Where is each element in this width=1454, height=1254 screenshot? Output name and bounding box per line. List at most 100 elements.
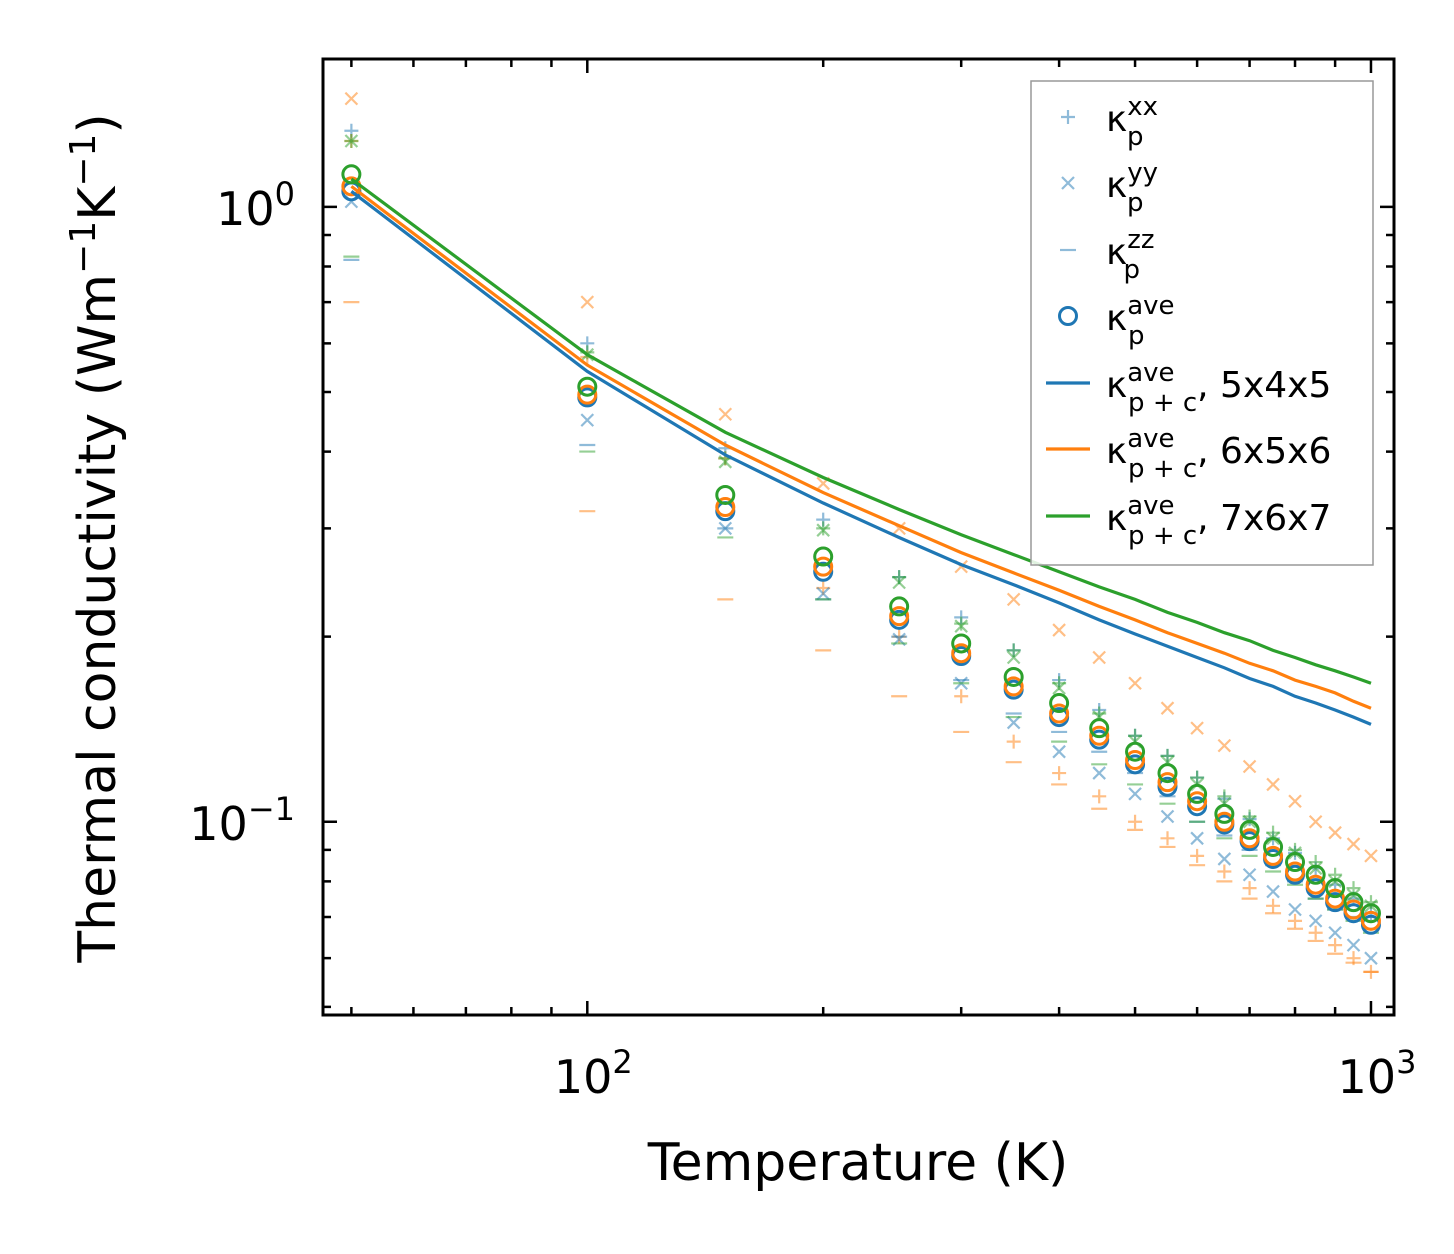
data-point-7x6x7-circle-3 — [813, 546, 834, 567]
data-point-6x5x6-plus-15 — [1288, 913, 1303, 928]
data-point-6x5x6-circle-15 — [1285, 861, 1306, 882]
data-point-6x5x6-plus-13 — [1242, 881, 1257, 896]
data-point-7x6x7-circle-9 — [1125, 741, 1146, 762]
data-point-7x6x7-x-3 — [816, 523, 830, 537]
data-point-7x6x7-circle-4 — [889, 596, 910, 617]
data-point-6x5x6-circle-1 — [577, 384, 598, 405]
data-point-6x5x6-plus-6 — [1006, 734, 1021, 749]
data-point-7x6x7-circle-17 — [1325, 878, 1346, 899]
legend-item-0: κxx p — [1061, 92, 1158, 152]
legend-label-1: κyy p — [1106, 158, 1158, 218]
data-point-7x6x7-circle-5 — [951, 633, 972, 654]
legend-label-4: κave p + c, 5x4x5 — [1106, 358, 1331, 418]
legend-kappa: κ — [1106, 431, 1127, 472]
y-tick-label-0: 100 — [216, 175, 295, 236]
data-point-7x6x7-circle-12 — [1214, 803, 1235, 824]
data-point-6x5x6-x-13 — [1242, 759, 1257, 774]
legend-superscript: ave — [1127, 424, 1174, 454]
data-point-7x6x7-circle-10 — [1157, 763, 1178, 784]
data-point-5x4x5-x-12 — [1217, 852, 1232, 866]
data-point-7x6x7-circle-13 — [1239, 819, 1260, 840]
legend-marker-circle — [1058, 306, 1078, 326]
legend-mesh-label: , 5x4x5 — [1197, 365, 1331, 406]
data-point-5x4x5-x-9 — [1128, 787, 1142, 801]
data-point-5x4x5-x-17 — [1328, 925, 1342, 940]
x-axis-label: Temperature (K) — [647, 1133, 1069, 1193]
data-point-6x5x6-x-17 — [1328, 825, 1342, 840]
data-point-6x5x6-plus-7 — [1052, 766, 1067, 781]
data-point-7x6x7-circle-0 — [341, 164, 362, 185]
plot-area — [341, 91, 1381, 979]
data-point-6x5x6-x-19 — [1364, 849, 1378, 863]
x-tick-label-exponent: 3 — [1396, 1043, 1416, 1081]
legend-superscript: yy — [1127, 158, 1158, 188]
data-point-7x6x7-x-17 — [1328, 874, 1342, 889]
data-point-6x5x6-circle-7 — [1049, 703, 1070, 724]
legend-subscript: p + c — [1128, 388, 1197, 418]
legend-label-0: κxx p — [1106, 92, 1158, 152]
data-point-6x5x6-x-12 — [1217, 738, 1232, 753]
series-line-5x4x5-line — [350, 190, 1372, 726]
data-point-6x5x6-circle-10 — [1157, 772, 1178, 793]
data-point-6x5x6-x-15 — [1288, 794, 1302, 808]
y-axis-label-main: Thermal conductivity (Wm — [68, 274, 128, 964]
data-point-7x6x7-x-7 — [1052, 681, 1066, 695]
legend-kappa: κ — [1106, 232, 1127, 273]
y-tick-label-1: 10−1 — [189, 790, 295, 851]
legend-superscript: xx — [1127, 92, 1158, 122]
data-point-7x6x7-circle-19 — [1360, 903, 1381, 924]
data-point-6x5x6-plus-8 — [1092, 789, 1107, 804]
data-point-6x5x6-circle-14 — [1263, 845, 1284, 866]
legend-mesh-label: , 6x5x6 — [1197, 431, 1331, 472]
data-point-7x6x7-plus-10 — [1160, 748, 1175, 763]
data-point-6x5x6-x-6 — [1006, 592, 1021, 607]
data-point-6x5x6-plus-9 — [1128, 814, 1143, 829]
data-point-7x6x7-x-16 — [1308, 861, 1323, 876]
data-point-7x6x7-circle-11 — [1187, 783, 1208, 804]
data-point-6x5x6-x-18 — [1346, 837, 1361, 851]
legend-kappa: κ — [1106, 99, 1127, 140]
data-point-5x4x5-x-14 — [1266, 884, 1280, 899]
legend-superscript: ave — [1127, 358, 1174, 388]
y-tick-label-base: 10 — [216, 182, 275, 236]
data-point-6x5x6-plus-16 — [1308, 925, 1323, 940]
data-point-7x6x7-circle-18 — [1343, 892, 1364, 913]
data-point-6x5x6-circle-6 — [1003, 676, 1024, 697]
legend-superscript: ave — [1127, 491, 1174, 521]
legend-subscript: p — [1127, 188, 1144, 218]
data-point-6x5x6-circle-12 — [1214, 811, 1235, 832]
data-point-6x5x6-circle-13 — [1239, 828, 1260, 849]
data-point-5x4x5-x-16 — [1308, 914, 1323, 928]
y-axis-label: Thermal conductivity (Wm−1K−1) — [63, 113, 128, 963]
legend-kappa: κ — [1106, 365, 1127, 406]
legend-superscript: zz — [1127, 225, 1154, 255]
data-point-6x5x6-x-0 — [344, 91, 359, 106]
data-point-5x4x5-x-8 — [1092, 766, 1106, 780]
legend-subscript: p + c — [1128, 454, 1197, 484]
data-point-6x5x6-circle-3 — [813, 556, 834, 577]
x-tick-label-base: 10 — [554, 1050, 613, 1104]
data-point-6x5x6-plus-12 — [1217, 864, 1232, 879]
data-point-6x5x6-x-1 — [580, 295, 595, 309]
data-point-6x5x6-plus-5 — [954, 689, 969, 704]
x-tick-label-exponent: 2 — [612, 1043, 632, 1081]
legend-kappa: κ — [1106, 298, 1127, 339]
data-point-5x4x5-x-6 — [1006, 715, 1021, 730]
data-point-7x6x7-circle-16 — [1305, 864, 1326, 885]
data-point-7x6x7-circle-15 — [1285, 852, 1306, 873]
legend-subscript: p — [1124, 255, 1141, 285]
data-point-7x6x7-x-4 — [892, 575, 906, 590]
y-axis-label-exp1: −1 — [63, 221, 104, 274]
legend-item-3: κave p — [1058, 291, 1175, 351]
legend-box — [1030, 80, 1374, 566]
data-point-7x6x7-x-0 — [344, 134, 359, 148]
legend-marker-plus — [1061, 110, 1075, 124]
data-point-7x6x7-circle-6 — [1003, 666, 1024, 687]
data-point-6x5x6-x-11 — [1190, 721, 1204, 735]
data-point-5x4x5-x-15 — [1288, 902, 1302, 917]
data-point-6x5x6-circle-11 — [1187, 791, 1208, 812]
y-tick-label-exponent: 0 — [275, 175, 295, 213]
